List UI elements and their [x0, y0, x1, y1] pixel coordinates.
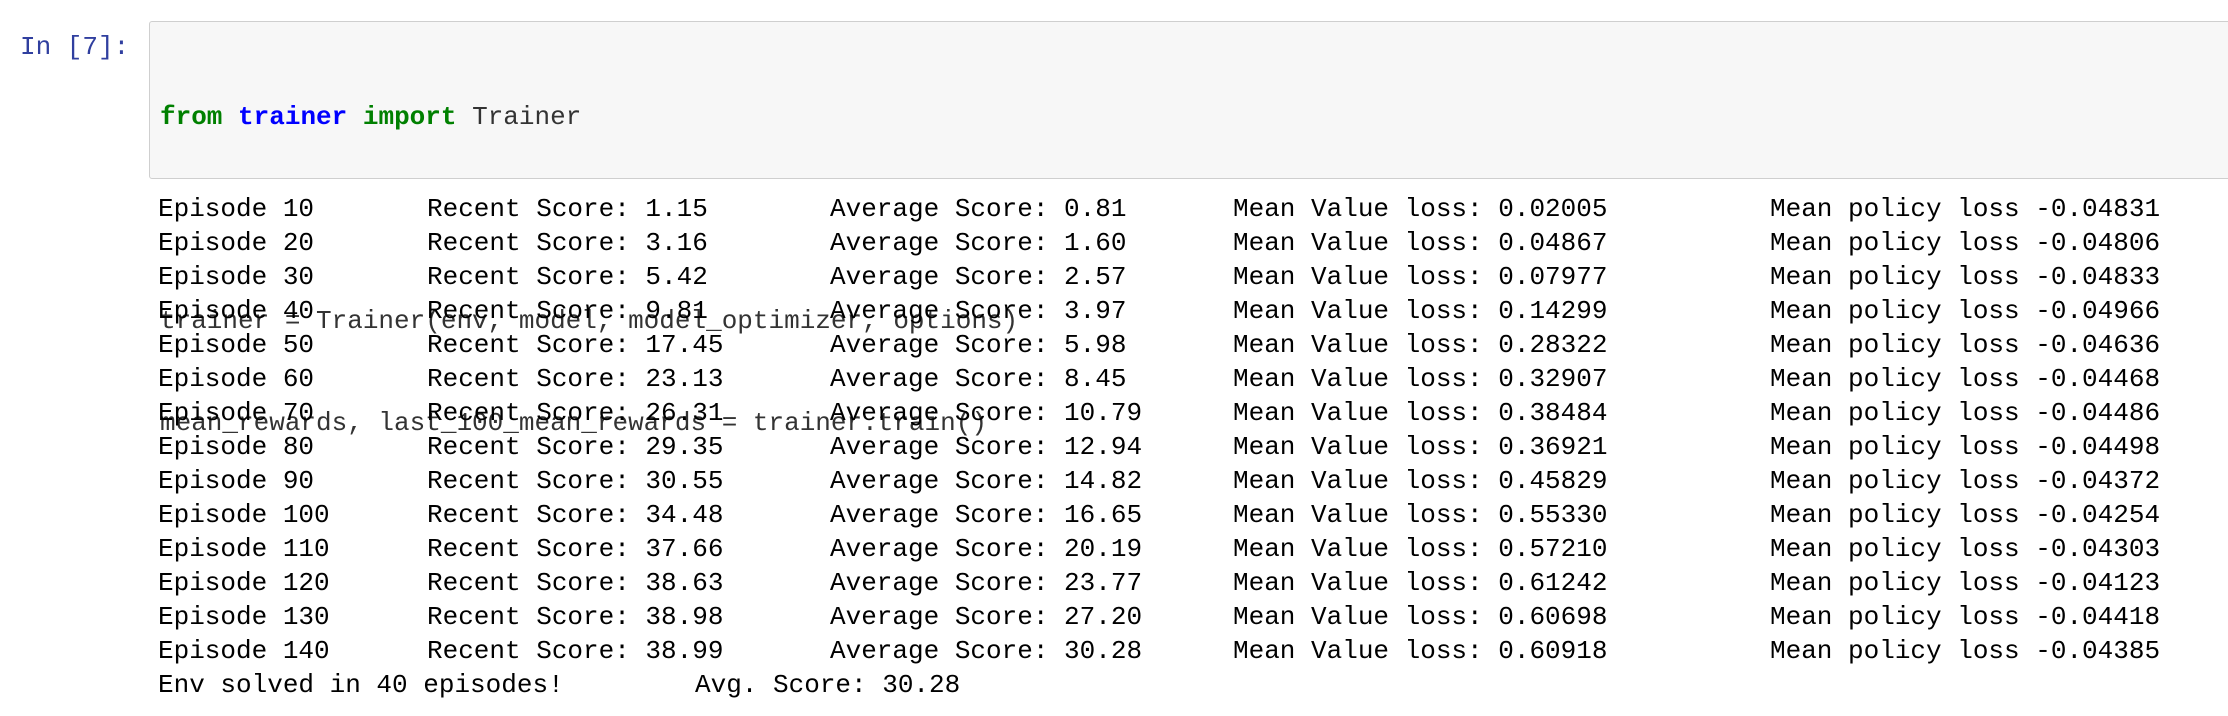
mean-value-loss: Mean Value loss: 0.07977: [1233, 262, 1608, 292]
mean-policy-loss: Mean policy loss -0.04468: [1770, 364, 2161, 394]
final-average-score: Avg. Score: 30.28: [695, 670, 961, 700]
mean-value-loss: Mean Value loss: 0.55330: [1233, 500, 1608, 530]
average-score: Average Score: 14.82: [830, 466, 1143, 496]
keyword-from: from: [160, 102, 223, 132]
code-editor[interactable]: from trainer import Trainer trainer = Tr…: [160, 32, 1018, 474]
episode-label: Episode 70: [158, 398, 315, 428]
mean-value-loss: Mean Value loss: 0.02005: [1233, 194, 1608, 224]
code-line-import: from trainer import Trainer: [160, 100, 1018, 134]
mean-policy-loss: Mean policy loss -0.04385: [1770, 636, 2161, 666]
recent-score: Recent Score: 1.15: [427, 194, 708, 224]
mean-value-loss: Mean Value loss: 0.36921: [1233, 432, 1608, 462]
mean-policy-loss: Mean policy loss -0.04303: [1770, 534, 2161, 564]
imported-name: Trainer: [456, 102, 582, 132]
mean-policy-loss: Mean policy loss -0.04498: [1770, 432, 2161, 462]
recent-score: Recent Score: 30.55: [427, 466, 724, 496]
average-score: Average Score: 16.65: [830, 500, 1143, 530]
episode-label: Episode 50: [158, 330, 315, 360]
episode-label: Episode 90: [158, 466, 315, 496]
keyword-import: import: [362, 102, 457, 132]
recent-score: Recent Score: 34.48: [427, 500, 724, 530]
average-score: Average Score: 20.19: [830, 534, 1143, 564]
recent-score: Recent Score: 26.31: [427, 398, 724, 428]
code-input-area[interactable]: [149, 21, 2228, 179]
mean-value-loss: Mean Value loss: 0.45829: [1233, 466, 1608, 496]
mean-value-loss: Mean Value loss: 0.04867: [1233, 228, 1608, 258]
mean-value-loss: Mean Value loss: 0.28322: [1233, 330, 1608, 360]
average-score: Average Score: 27.20: [830, 602, 1143, 632]
average-score: Average Score: 5.98: [830, 330, 1127, 360]
recent-score: Recent Score: 3.16: [427, 228, 708, 258]
code-line-train-call: mean_rewards, last_100_mean_rewards = tr…: [160, 408, 987, 438]
episode-label: Episode 80: [158, 432, 315, 462]
mean-policy-loss: Mean policy loss -0.04418: [1770, 602, 2161, 632]
episode-label: Episode 10: [158, 194, 315, 224]
mean-policy-loss: Mean policy loss -0.04372: [1770, 466, 2161, 496]
episode-label: Episode 40: [158, 296, 315, 326]
recent-score: Recent Score: 17.45: [427, 330, 724, 360]
episode-label: Episode 120: [158, 568, 330, 598]
episode-label: Episode 60: [158, 364, 315, 394]
recent-score: Recent Score: 23.13: [427, 364, 724, 394]
mean-policy-loss: Mean policy loss -0.04123: [1770, 568, 2161, 598]
average-score: Average Score: 12.94: [830, 432, 1143, 462]
mean-value-loss: Mean Value loss: 0.61242: [1233, 568, 1608, 598]
recent-score: Recent Score: 37.66: [427, 534, 724, 564]
average-score: Average Score: 1.60: [830, 228, 1127, 258]
episode-label: Episode 20: [158, 228, 315, 258]
input-prompt: In [7]:: [20, 32, 130, 62]
mean-policy-loss: Mean policy loss -0.04254: [1770, 500, 2161, 530]
episode-label: Episode 140: [158, 636, 330, 666]
episode-label: Episode 110: [158, 534, 330, 564]
mean-policy-loss: Mean policy loss -0.04966: [1770, 296, 2161, 326]
recent-score: Recent Score: 38.99: [427, 636, 724, 666]
mean-value-loss: Mean Value loss: 0.57210: [1233, 534, 1608, 564]
average-score: Average Score: 30.28: [830, 636, 1143, 666]
mean-value-loss: Mean Value loss: 0.38484: [1233, 398, 1608, 428]
mean-policy-loss: Mean policy loss -0.04833: [1770, 262, 2161, 292]
average-score: Average Score: 0.81: [830, 194, 1127, 224]
mean-value-loss: Mean Value loss: 0.60698: [1233, 602, 1608, 632]
average-score: Average Score: 2.57: [830, 262, 1127, 292]
code-line-trainer: trainer = Trainer(env, model, model_opti…: [160, 306, 1019, 336]
mean-value-loss: Mean Value loss: 0.60918: [1233, 636, 1608, 666]
average-score: Average Score: 23.77: [830, 568, 1143, 598]
env-solved-message: Env solved in 40 episodes!: [158, 670, 564, 700]
episode-label: Episode 100: [158, 500, 330, 530]
average-score: Average Score: 8.45: [830, 364, 1127, 394]
recent-score: Recent Score: 38.98: [427, 602, 724, 632]
mean-policy-loss: Mean policy loss -0.04636: [1770, 330, 2161, 360]
module-name: trainer: [238, 102, 348, 132]
average-score: Average Score: 10.79: [830, 398, 1143, 428]
mean-policy-loss: Mean policy loss -0.04486: [1770, 398, 2161, 428]
recent-score: Recent Score: 38.63: [427, 568, 724, 598]
mean-policy-loss: Mean policy loss -0.04831: [1770, 194, 2161, 224]
recent-score: Recent Score: 29.35: [427, 432, 724, 462]
mean-policy-loss: Mean policy loss -0.04806: [1770, 228, 2161, 258]
episode-label: Episode 130: [158, 602, 330, 632]
episode-label: Episode 30: [158, 262, 315, 292]
recent-score: Recent Score: 9.81: [427, 296, 708, 326]
mean-value-loss: Mean Value loss: 0.14299: [1233, 296, 1608, 326]
mean-value-loss: Mean Value loss: 0.32907: [1233, 364, 1608, 394]
average-score: Average Score: 3.97: [830, 296, 1127, 326]
recent-score: Recent Score: 5.42: [427, 262, 708, 292]
